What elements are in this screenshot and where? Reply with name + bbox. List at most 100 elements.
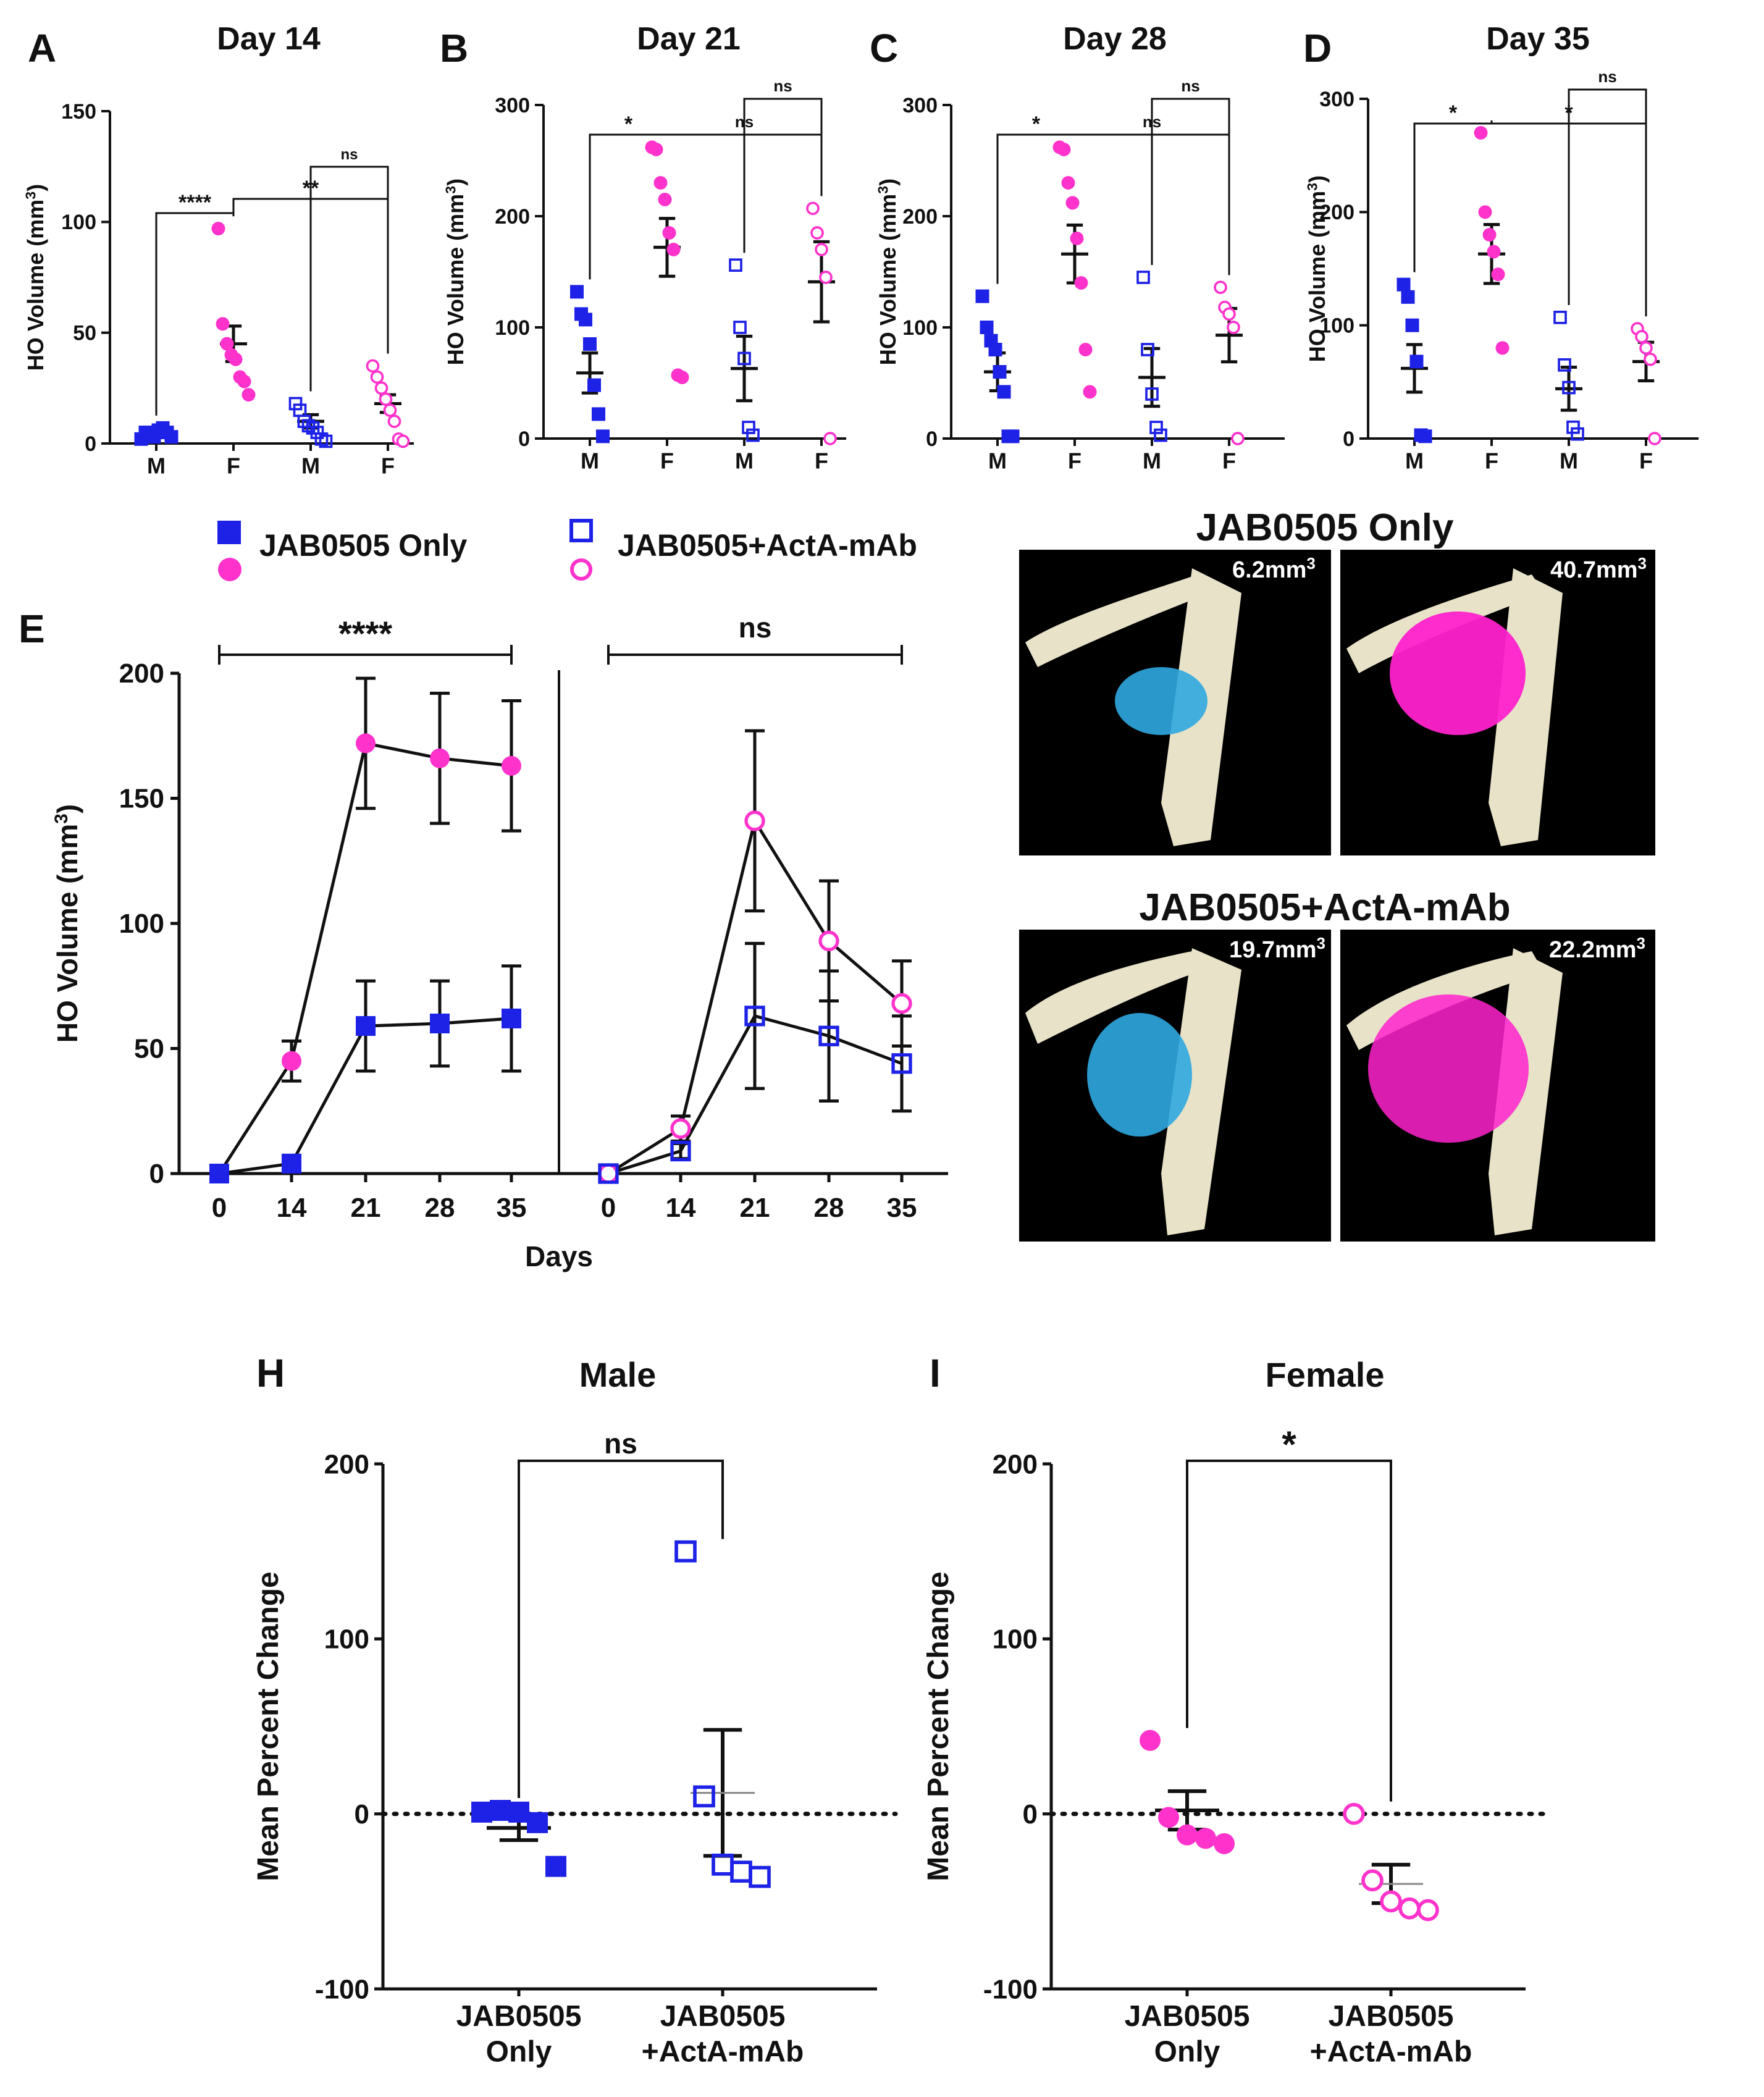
legend: JAB0505 Only JAB0505+ActA-mAb <box>217 519 917 581</box>
data-point <box>749 1865 771 1888</box>
y-tick-label: 200 <box>495 205 530 229</box>
data-point <box>730 1860 752 1883</box>
significance-label: * <box>1032 112 1041 136</box>
data-point <box>1396 277 1411 292</box>
data-point <box>1562 380 1576 395</box>
data-point <box>242 388 256 402</box>
data-point <box>658 193 672 206</box>
x-tick-label: F <box>1485 448 1498 474</box>
y-tick-label: 0 <box>518 427 530 451</box>
data-point <box>490 1800 511 1821</box>
data-point <box>670 1140 691 1162</box>
data-point <box>319 434 333 448</box>
x-tick-label: M <box>301 453 320 479</box>
data-point <box>737 351 751 366</box>
significance-bracket <box>1490 120 1647 317</box>
data-point <box>815 243 828 256</box>
y-tick-label: 100 <box>495 316 530 340</box>
y-tick-label: 150 <box>61 100 96 124</box>
data-point <box>1361 1869 1384 1892</box>
x-tick-label: 14 <box>277 1193 307 1223</box>
y-tick-label: 300 <box>902 94 938 117</box>
data-point <box>1566 420 1580 434</box>
y-tick-label: -100 <box>983 1974 1038 2004</box>
data-point <box>1495 341 1510 355</box>
data-point <box>220 337 234 351</box>
y-axis-label: HO Volume (mm3) <box>51 804 83 1043</box>
x-tick-label: +ActA-mAb <box>642 2036 804 2069</box>
data-point <box>1380 1890 1402 1913</box>
data-point <box>653 176 668 190</box>
data-point <box>1214 280 1227 295</box>
x-tick-label: +ActA-mAb <box>1310 2036 1472 2069</box>
data-point <box>1222 307 1236 321</box>
significance-bracket <box>996 133 1076 284</box>
data-point <box>1558 358 1571 372</box>
significance-label: ns <box>604 1427 637 1460</box>
x-tick-label: F <box>660 448 674 474</box>
data-point <box>674 1540 697 1563</box>
data-point <box>370 370 384 384</box>
chart-title: Day 14 <box>217 21 321 57</box>
image-g-left-volume: 19.7mm3 <box>1229 934 1325 963</box>
y-axis-label: HO Volume (mm3) <box>442 179 468 365</box>
y-tick-label: 200 <box>1319 201 1354 224</box>
image-g-left-render <box>1025 948 1241 1235</box>
x-tick-label: 14 <box>666 1193 696 1223</box>
data-point <box>1227 321 1240 334</box>
significance-label: ns <box>1143 112 1161 131</box>
panel-letter-c: C <box>870 26 898 70</box>
data-point <box>818 1025 839 1046</box>
data-point <box>818 930 839 952</box>
data-point <box>1136 271 1150 284</box>
data-point <box>598 1163 619 1184</box>
data-point <box>675 371 689 384</box>
significance-label: * <box>624 112 633 136</box>
y-tick-label: 100 <box>902 316 938 340</box>
significance-bracket <box>1151 98 1230 275</box>
image-g-right-render <box>1346 948 1563 1235</box>
x-tick-label: M <box>1143 448 1161 474</box>
y-axis-label: HO Volume (mm3) <box>875 179 901 365</box>
images-g: JAB0505+ActA-mAb 19.7mm3 22.2mm3 <box>1019 886 1655 1242</box>
x-tick-label: JAB0505 <box>456 2000 582 2033</box>
data-point <box>1553 311 1567 324</box>
legend-male-open-marker <box>569 519 593 542</box>
data-point <box>1491 267 1505 282</box>
image-f-right-volume: 40.7mm3 <box>1550 554 1647 583</box>
data-point <box>1158 1807 1179 1828</box>
x-tick-label: M <box>147 453 166 479</box>
chart-day-35: Day 35 HO Volume (mm3) 0 100 200 300 M F M F * ns * <box>1304 21 1699 474</box>
x-tick-label: JAB0505 <box>1125 2000 1250 2033</box>
data-point <box>1405 318 1419 332</box>
data-point <box>666 243 681 256</box>
significance-label: ns <box>735 112 754 131</box>
data-point <box>891 993 912 1014</box>
data-point <box>596 429 610 443</box>
images-f-title: JAB0505 Only <box>1196 506 1455 549</box>
data-point <box>229 352 243 366</box>
data-point <box>1006 429 1020 443</box>
data-point <box>502 755 521 776</box>
y-tick-label: 0 <box>1023 1799 1038 1830</box>
significance-bracket <box>743 98 823 253</box>
y-tick-label: 0 <box>1343 427 1354 451</box>
data-point <box>1074 276 1088 290</box>
x-tick-label: F <box>1639 448 1653 474</box>
significance-label: **** <box>338 614 392 653</box>
data-point <box>1070 232 1084 245</box>
data-point <box>356 733 376 754</box>
data-point <box>396 434 410 448</box>
x-tick-label: 28 <box>425 1193 455 1223</box>
significance-bracket <box>1413 120 1493 272</box>
x-tick-label: 0 <box>601 1193 616 1223</box>
data-point <box>806 201 820 216</box>
data-point <box>1231 432 1245 445</box>
data-point <box>164 430 178 444</box>
data-point <box>579 313 592 327</box>
data-point <box>356 1016 376 1036</box>
y-axis-label: Mean Percent Change <box>252 1571 285 1881</box>
legend-mab-label: JAB0505+ActA-mAb <box>618 528 917 563</box>
significance-label: **** <box>178 191 212 214</box>
significance-label: * <box>1564 101 1573 125</box>
